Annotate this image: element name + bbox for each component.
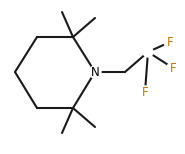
Text: F: F <box>170 61 176 75</box>
Text: F: F <box>167 36 173 49</box>
Circle shape <box>167 62 179 74</box>
Circle shape <box>139 86 151 98</box>
Circle shape <box>164 36 176 48</box>
Circle shape <box>143 47 153 57</box>
Text: F: F <box>142 85 148 99</box>
Circle shape <box>89 66 101 78</box>
Text: N: N <box>91 65 99 79</box>
